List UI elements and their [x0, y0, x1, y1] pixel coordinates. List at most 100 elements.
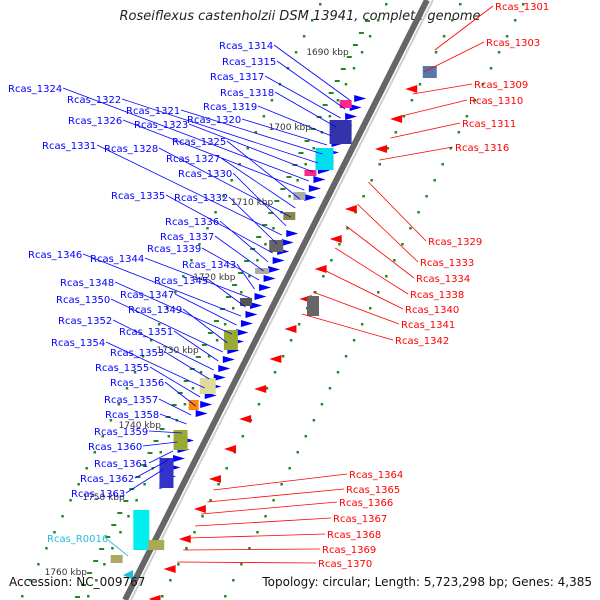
track-dot	[167, 435, 171, 438]
gene-features	[110, 66, 437, 600]
left-gene-label: Rcas_1335	[111, 191, 165, 202]
track-dot	[318, 3, 322, 6]
topology-label: Topology: circular; Length: 5,723,298 bp…	[262, 575, 592, 589]
label-leader	[201, 247, 260, 281]
right-gene-label: Rcas_1309	[474, 80, 528, 91]
left-gene-label: Rcas_1361	[94, 459, 148, 470]
gene-block	[255, 268, 270, 274]
track-dot	[224, 595, 227, 598]
label-leader	[121, 98, 319, 164]
tick-mark	[238, 272, 244, 274]
gene-block	[173, 430, 188, 450]
track-dot	[159, 451, 163, 454]
left-gene-label: Rcas_1337	[160, 232, 214, 243]
left-gene-label: Rcas_1327	[166, 154, 220, 165]
track-dot	[352, 67, 356, 70]
label-leader	[257, 105, 332, 137]
tick-mark	[75, 596, 81, 598]
track-dot	[393, 259, 396, 262]
track-dot	[338, 243, 341, 246]
track-dot	[248, 275, 251, 278]
left-gene-label: Rcas_1356	[110, 378, 164, 389]
label-leader	[114, 281, 233, 335]
track-dot	[409, 227, 412, 230]
track-dot	[442, 35, 446, 38]
forward-gene-arrow	[222, 356, 235, 363]
left-gene-label: Rcas_1315	[222, 57, 276, 68]
forward-gene-arrow	[313, 176, 326, 183]
label-leader	[274, 91, 337, 128]
track-dot	[352, 339, 356, 342]
track-dot	[465, 115, 469, 118]
label-leader	[158, 147, 291, 218]
label-leader	[107, 539, 129, 557]
track-dot	[360, 323, 364, 326]
gene-block	[240, 298, 253, 306]
kbp-label: 1690 kbp	[306, 48, 349, 58]
right-gene-label: Rcas_1303	[486, 38, 540, 49]
tick-mark	[346, 56, 352, 58]
track-dot	[296, 451, 300, 454]
left-gene-label: Rcas_1359	[94, 427, 148, 438]
left-gene-label: Rcas_1354	[51, 338, 105, 349]
forward-gene-arrow	[250, 302, 263, 309]
left-gene-label: Rcas_1360	[88, 442, 142, 453]
track-dot	[93, 451, 97, 454]
track-dot	[497, 51, 501, 54]
tick-mark	[183, 380, 189, 382]
track-dot	[85, 467, 88, 470]
track-dot	[111, 547, 114, 550]
track-dot	[344, 355, 348, 358]
track-dot	[270, 99, 274, 102]
left-gene-label: Rcas_1347	[120, 290, 174, 301]
tick-mark	[159, 428, 165, 430]
track-dot	[273, 371, 277, 374]
tick-mark	[99, 548, 105, 550]
track-dot	[161, 595, 164, 598]
kbp-label: 1710 kbp	[231, 198, 274, 208]
track-dot	[264, 515, 267, 518]
label-leader	[164, 351, 210, 380]
label-leader	[182, 308, 228, 344]
gene-block	[199, 378, 216, 394]
label-leader	[195, 517, 332, 527]
gene-block	[307, 296, 320, 316]
right-gene-label: Rcas_1368	[327, 530, 381, 541]
track-dot	[304, 435, 308, 438]
track-dot	[87, 595, 90, 598]
label-leader	[207, 488, 345, 503]
right-gene-label: Rcas_1365	[346, 485, 400, 496]
label-leader	[183, 548, 321, 551]
left-gene-label: Rcas_1357	[104, 395, 158, 406]
forward-gene-arrow	[308, 185, 321, 192]
track-dot	[376, 19, 380, 22]
label-leader	[62, 87, 310, 182]
label-leader	[346, 225, 415, 279]
left-gene-label: Rcas_1348	[60, 278, 114, 289]
label-leader	[165, 194, 273, 254]
track-dot	[127, 515, 130, 518]
track-dot	[109, 419, 113, 422]
forward-gene-arrow	[354, 95, 367, 102]
track-dot	[256, 531, 259, 534]
label-leader	[264, 75, 341, 119]
label-leader	[434, 5, 494, 51]
track-dot	[256, 259, 259, 262]
track-dot	[312, 147, 316, 150]
tick-mark	[256, 236, 262, 238]
left-gene-label: Rcas_1355	[95, 363, 149, 374]
tick-mark	[226, 296, 232, 298]
right-gene-label: Rcas_1364	[349, 470, 403, 481]
left-gene-label: Rcas_1352	[58, 316, 112, 327]
reverse-gene-arrow	[208, 475, 221, 483]
reverse-gene-arrow	[344, 205, 357, 213]
track-dot	[185, 547, 188, 550]
label-leader	[401, 99, 468, 117]
tick-mark	[93, 560, 99, 562]
accession-label: Accession: NC_009767	[9, 575, 146, 589]
track-dot	[458, 3, 462, 6]
left-gene-label: Rcas_1339	[147, 244, 201, 255]
forward-gene-arrow	[272, 257, 285, 264]
track-dot	[394, 131, 398, 134]
track-dot	[272, 499, 275, 502]
